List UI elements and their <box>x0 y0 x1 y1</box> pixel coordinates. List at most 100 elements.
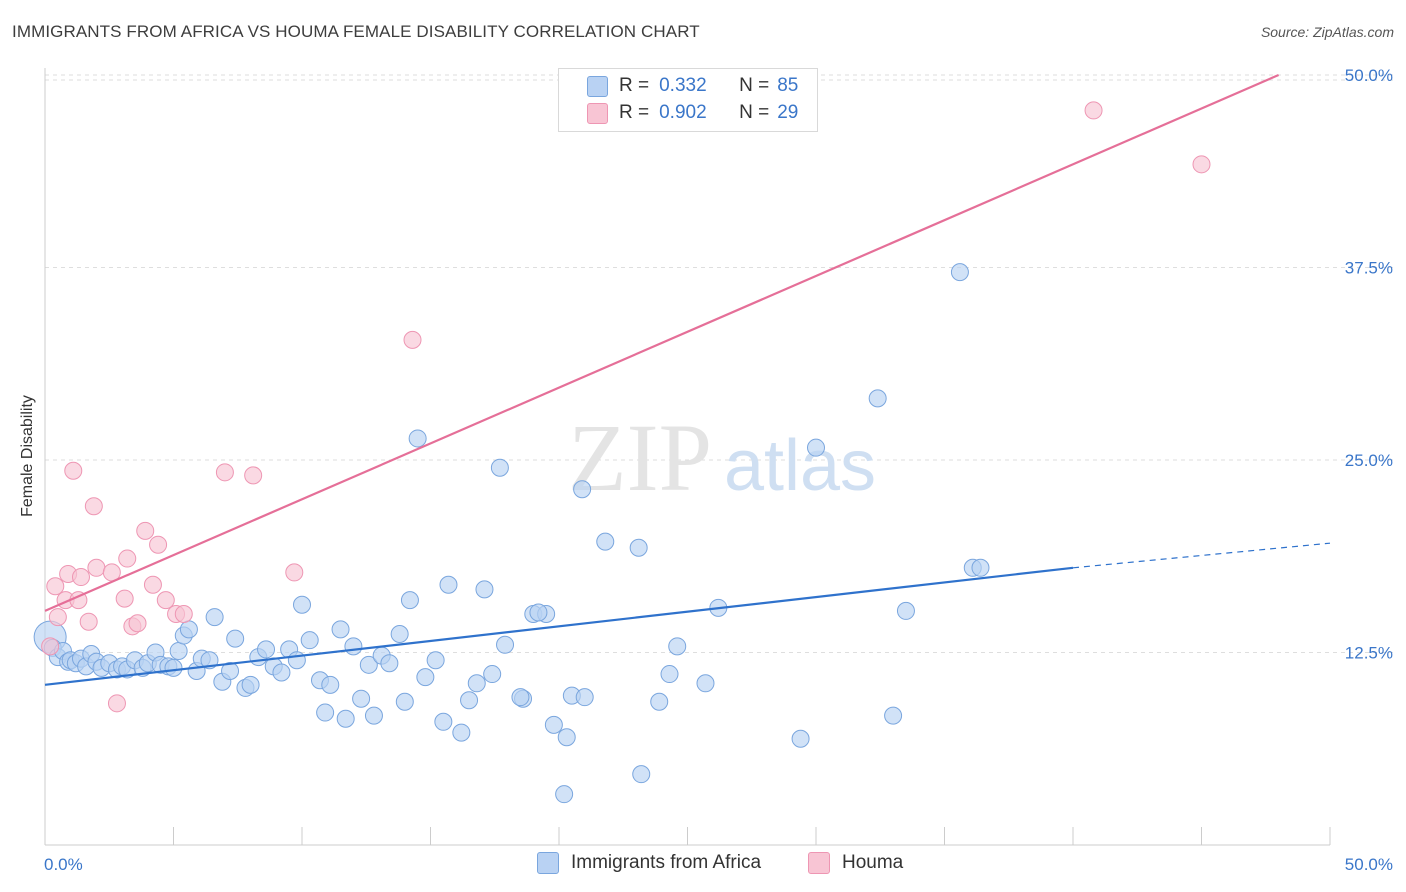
point-immigrants-from-africa <box>221 661 240 680</box>
y-tick-label: 12.5% <box>1345 644 1393 663</box>
point-immigrants-from-africa <box>483 665 502 684</box>
point-houma <box>1192 155 1211 174</box>
blue-swatch <box>587 75 608 97</box>
chart-title: IMMIGRANTS FROM AFRICA VS HOUMA FEMALE D… <box>12 22 700 41</box>
stats-legend: R = 0.332 N = 85 R = 0.902 N = 29 <box>558 68 818 132</box>
point-immigrants-from-africa <box>439 575 458 594</box>
point-houma <box>1084 101 1103 120</box>
point-houma <box>156 591 175 610</box>
point-immigrants-from-africa <box>557 728 576 747</box>
source-label: Source: ZipAtlas.com <box>1260 24 1394 40</box>
point-houma <box>71 568 90 587</box>
point-immigrants-from-africa <box>226 629 245 648</box>
point-immigrants-from-africa <box>490 458 509 477</box>
point-immigrants-from-africa <box>696 674 715 693</box>
point-houma <box>115 589 134 608</box>
watermark-atlas: atlas <box>724 426 876 506</box>
point-houma <box>84 497 103 516</box>
point-immigrants-from-africa <box>400 591 419 610</box>
point-houma <box>174 605 193 623</box>
point-houma <box>128 614 147 633</box>
point-immigrants-from-africa <box>426 651 445 670</box>
point-houma <box>244 466 263 485</box>
legend-label: Immigrants from Africa <box>571 852 762 873</box>
r-label: R = <box>619 102 650 123</box>
point-immigrants-from-africa <box>287 651 306 670</box>
point-houma <box>403 330 422 349</box>
point-houma <box>136 521 155 540</box>
point-immigrants-from-africa <box>596 532 615 551</box>
trend-line-immigrants-from-africa <box>44 566 1074 686</box>
r-label: R = <box>619 75 650 96</box>
point-immigrants-from-africa <box>475 580 494 599</box>
point-immigrants-from-africa <box>544 715 563 734</box>
trend-line-extension <box>1072 542 1331 569</box>
point-houma <box>285 563 304 582</box>
n-value: 29 <box>777 102 799 123</box>
point-immigrants-from-africa <box>660 665 679 684</box>
point-immigrants-from-africa <box>434 712 453 731</box>
point-houma <box>41 637 60 656</box>
point-immigrants-from-africa <box>511 688 530 707</box>
legend-label: Houma <box>842 852 904 873</box>
pink-swatch <box>808 852 830 874</box>
trend-lines <box>44 73 1331 686</box>
point-houma <box>215 463 234 482</box>
point-houma <box>118 549 137 568</box>
point-immigrants-from-africa <box>241 675 260 694</box>
n-value: 85 <box>777 75 799 96</box>
point-immigrants-from-africa <box>496 635 515 654</box>
y-tick-label: 37.5% <box>1345 259 1393 278</box>
point-immigrants-from-africa <box>573 480 592 499</box>
point-immigrants-from-africa <box>164 658 183 677</box>
point-immigrants-from-africa <box>416 668 435 687</box>
point-immigrants-from-africa <box>336 709 355 728</box>
point-immigrants-from-africa <box>257 640 276 659</box>
point-houma <box>46 577 65 596</box>
point-houma <box>48 608 67 627</box>
point-immigrants-from-africa <box>629 538 648 557</box>
point-immigrants-from-africa <box>352 689 371 708</box>
point-immigrants-from-africa <box>452 723 471 742</box>
point-immigrants-from-africa <box>650 692 669 711</box>
point-immigrants-from-africa <box>321 675 340 694</box>
watermark-zip: ZIP <box>568 404 712 511</box>
x-tick-label: 0.0% <box>44 855 83 874</box>
stats-legend-row-blue: R = 0.332 N = 85 <box>587 75 798 97</box>
point-immigrants-from-africa <box>395 692 414 711</box>
stats-legend-row-pink: R = 0.902 N = 29 <box>587 102 798 124</box>
point-immigrants-from-africa <box>200 651 219 670</box>
point-immigrants-from-africa <box>791 729 810 748</box>
legend-item-immigrants-from-africa: Immigrants from Africa <box>537 852 761 874</box>
x-tick-label: 50.0% <box>1345 855 1393 874</box>
point-immigrants-from-africa <box>868 389 887 408</box>
point-immigrants-from-africa <box>272 663 291 682</box>
axes <box>44 68 1331 846</box>
point-houma <box>64 461 83 480</box>
grid-lines <box>45 74 1395 653</box>
legend-item-houma: Houma <box>808 852 903 874</box>
point-immigrants-from-africa <box>950 263 969 282</box>
point-immigrants-from-africa <box>529 603 548 622</box>
point-immigrants-from-africa <box>460 691 479 710</box>
point-immigrants-from-africa <box>331 620 350 639</box>
pink-swatch <box>587 102 608 124</box>
y-tick-label: 25.0% <box>1345 451 1393 470</box>
point-houma <box>87 558 106 577</box>
point-immigrants-from-africa <box>896 601 915 620</box>
point-immigrants-from-africa <box>807 438 825 457</box>
point-immigrants-from-africa <box>316 703 335 722</box>
point-immigrants-from-africa <box>668 637 687 656</box>
series-legend: Immigrants from Africa Houma <box>0 852 1406 878</box>
point-immigrants-from-africa <box>380 654 399 673</box>
r-value: 0.332 <box>659 75 707 96</box>
point-immigrants-from-africa <box>300 631 319 650</box>
point-houma <box>149 535 168 554</box>
point-immigrants-from-africa <box>169 641 188 660</box>
point-immigrants-from-africa <box>884 706 903 725</box>
point-immigrants-from-africa <box>575 688 594 707</box>
point-immigrants-from-africa <box>971 558 990 577</box>
point-immigrants-from-africa <box>359 655 378 674</box>
point-immigrants-from-africa <box>344 637 363 656</box>
